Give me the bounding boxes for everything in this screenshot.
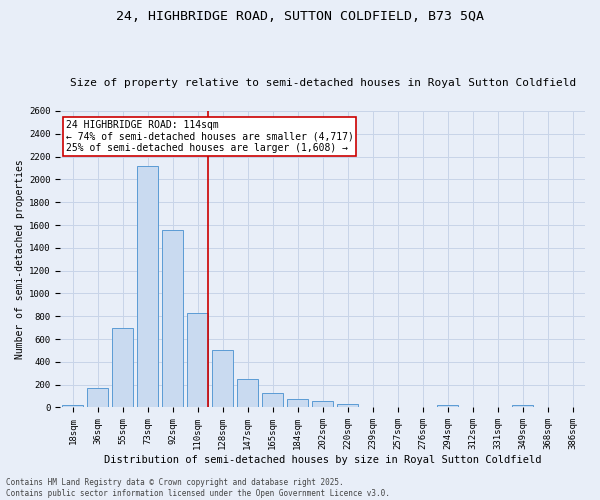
Bar	[337, 404, 358, 407]
Bar	[437, 405, 458, 407]
Bar	[187, 314, 208, 408]
Bar	[262, 393, 283, 407]
Bar	[312, 401, 334, 407]
Bar	[62, 405, 83, 407]
Bar	[512, 405, 533, 407]
Text: 24 HIGHBRIDGE ROAD: 114sqm
← 74% of semi-detached houses are smaller (4,717)
25%: 24 HIGHBRIDGE ROAD: 114sqm ← 74% of semi…	[65, 120, 353, 153]
Bar	[87, 388, 109, 407]
Bar	[212, 350, 233, 408]
Bar	[162, 230, 184, 408]
Text: Contains HM Land Registry data © Crown copyright and database right 2025.
Contai: Contains HM Land Registry data © Crown c…	[6, 478, 390, 498]
Bar	[287, 399, 308, 407]
Bar	[112, 328, 133, 407]
Bar	[237, 379, 259, 408]
Text: 24, HIGHBRIDGE ROAD, SUTTON COLDFIELD, B73 5QA: 24, HIGHBRIDGE ROAD, SUTTON COLDFIELD, B…	[116, 10, 484, 23]
Title: Size of property relative to semi-detached houses in Royal Sutton Coldfield: Size of property relative to semi-detach…	[70, 78, 576, 88]
X-axis label: Distribution of semi-detached houses by size in Royal Sutton Coldfield: Distribution of semi-detached houses by …	[104, 455, 541, 465]
Bar	[137, 166, 158, 408]
Y-axis label: Number of semi-detached properties: Number of semi-detached properties	[15, 160, 25, 359]
